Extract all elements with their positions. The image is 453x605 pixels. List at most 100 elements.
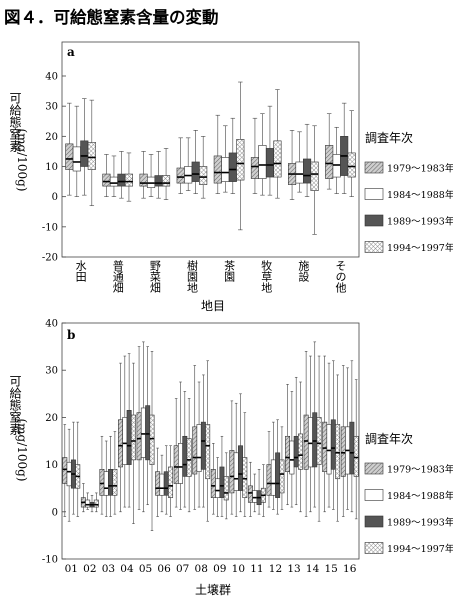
box-iqr	[252, 490, 258, 503]
panel-b-box	[289, 391, 295, 508]
panel-b-ylabel-unit: (mg/100g)	[15, 418, 29, 481]
panel-b-box	[303, 351, 309, 517]
legend-swatch	[364, 515, 384, 528]
panel-b-box	[118, 362, 123, 513]
box-iqr	[325, 145, 334, 179]
box-iqr	[162, 175, 171, 187]
panel-a-category-label: 樹園地	[185, 260, 198, 293]
box-iqr	[124, 173, 133, 187]
panel-b-box	[312, 341, 318, 508]
box-iqr	[349, 421, 355, 475]
legend-label: 1989～1993年	[387, 517, 453, 529]
panel-a-y-axis: -20 -10 0 10 20 30 40	[42, 72, 66, 264]
box-iqr	[270, 459, 276, 496]
panel-b-ytick-label: 20	[45, 413, 58, 424]
box-iqr	[347, 152, 356, 178]
box-iqr	[178, 443, 183, 484]
box-iqr	[173, 445, 179, 484]
panel-b-frame	[61, 322, 360, 560]
panel-a-box	[199, 136, 208, 199]
box-iqr	[223, 476, 229, 501]
panel-b-box	[210, 443, 216, 515]
box-iqr	[228, 152, 237, 182]
box-iqr	[130, 414, 136, 461]
box-iqr	[322, 421, 328, 472]
panel-b-box	[326, 362, 332, 508]
panel-b-x-axis: 01 02 03 04 05 06 07 08 09 10 11 12 13 14 15 16	[65, 563, 357, 575]
panel-b-plot-area	[62, 341, 359, 531]
box-iqr	[233, 452, 239, 491]
box-iqr	[295, 161, 304, 184]
panel-a-frame	[61, 41, 360, 258]
box-iqr	[247, 485, 253, 503]
panel-a-ylabel-kanji: 可給態窒素	[8, 92, 22, 152]
box-iqr	[293, 435, 299, 468]
panel-a-box	[265, 105, 274, 196]
panel-b-category-label: 07	[176, 563, 189, 575]
box-iqr	[242, 457, 248, 498]
panel-a-box	[117, 151, 126, 199]
box-iqr	[136, 412, 142, 461]
panel-a-box	[258, 113, 267, 196]
panel-a-category-label: 普通畑	[111, 259, 124, 293]
legend-a: 調査年次 1979～1983年 1984～1988年 1989～1993年 1994～…	[364, 131, 453, 254]
panel-b-box	[85, 492, 91, 510]
legend-label: 1984～1988年	[387, 490, 453, 502]
panel-b-box	[182, 391, 188, 508]
panel-b-box	[330, 360, 336, 510]
box-iqr	[215, 478, 221, 498]
box-iqr	[182, 435, 188, 477]
box-iqr	[163, 471, 169, 496]
panel-a-xlabel: 地目	[201, 299, 225, 313]
figure-title: 図４．可給態窒素含量の変動	[4, 7, 219, 27]
panel-a-box	[176, 137, 185, 194]
panel-b-box	[252, 473, 258, 513]
panel-b-box	[293, 376, 299, 506]
box-iqr	[149, 414, 155, 465]
panel-a-category-label: 野菜畑	[148, 260, 161, 293]
panel-b-box	[75, 421, 81, 517]
panel-a-ytick-label: -20	[42, 253, 58, 264]
box-iqr	[289, 440, 295, 475]
panel-a-box	[340, 102, 349, 194]
box-iqr	[330, 419, 336, 470]
panel-a-ytick-label: 20	[45, 132, 58, 143]
panel-b-box	[173, 398, 179, 508]
box-iqr	[155, 471, 161, 496]
panel-a-box	[213, 114, 222, 194]
box-iqr	[307, 417, 313, 468]
box-iqr	[219, 466, 225, 498]
panel-a-box	[139, 151, 148, 199]
box-iqr	[303, 414, 309, 470]
legend-b: 調査年次 1979～1983年 1984～1988年 1989～1993年 1994～…	[364, 432, 453, 555]
panel-b-box	[233, 402, 239, 517]
panel-a-box	[221, 125, 230, 193]
panel-a-box	[154, 151, 163, 199]
panel-b-category-label: 15	[324, 563, 337, 575]
box-iqr	[221, 157, 230, 182]
panel-a-category-label: 水田	[74, 260, 87, 282]
legend-label: 1984～1988年	[387, 189, 453, 201]
legend-a-title: 調査年次	[365, 131, 413, 145]
panel-a-box	[288, 130, 297, 200]
panel-a-ytick-label: 40	[45, 72, 58, 83]
box-iqr	[303, 158, 312, 184]
panel-b-box	[345, 367, 351, 510]
panel-a-ylabel-unit: (mg/100g)	[15, 128, 29, 191]
box-iqr	[265, 148, 274, 178]
box-iqr	[250, 157, 259, 179]
box-iqr	[72, 146, 81, 172]
box-iqr	[186, 438, 192, 477]
box-iqr	[316, 417, 322, 465]
panel-a-box	[250, 117, 259, 194]
panel-b-box	[168, 445, 174, 517]
box-iqr	[326, 424, 332, 475]
panel-b-box	[215, 457, 221, 517]
panel-b-category-label: 03	[102, 563, 115, 575]
box-iqr	[335, 424, 341, 480]
box-iqr	[199, 166, 208, 185]
panel-a: a 可給態窒素 (mg/100g) 地目 -20 -10 0 10 20 30 40 水田 普…	[8, 41, 360, 313]
panel-b-box	[196, 381, 202, 508]
panel-b-ytick-label: 40	[45, 319, 58, 330]
